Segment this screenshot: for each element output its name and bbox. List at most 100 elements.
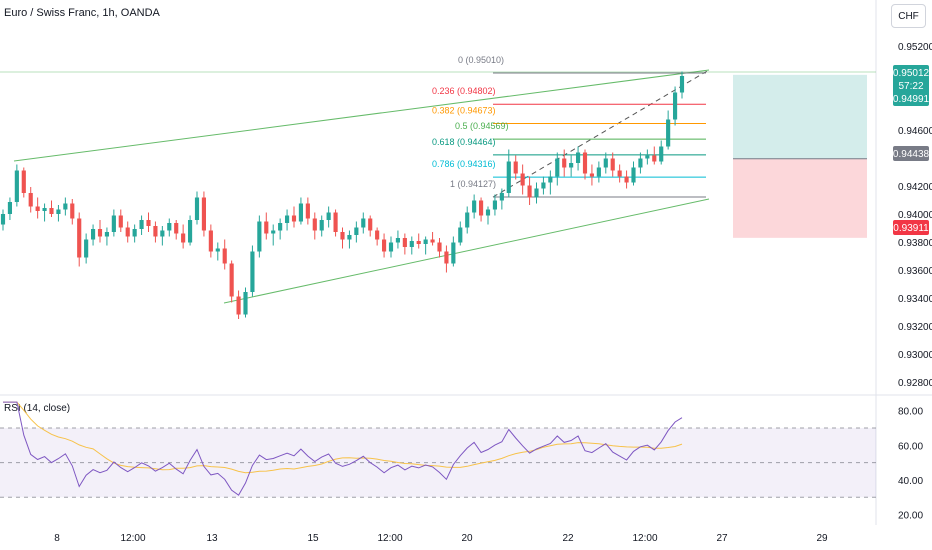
candle-body [97,229,103,237]
rsi-axis-tick: 80.00 [898,407,923,418]
time-axis-tick: 29 [816,533,828,544]
candle [423,236,428,255]
candle [111,209,116,237]
rsi-title: RSI (14, close) [4,403,71,414]
candle [271,224,276,246]
candle [153,221,158,243]
price-label-bg [893,146,929,161]
rsi-axis-tick: 60.00 [898,441,923,452]
candle-body [160,230,165,237]
price-axis-tick: 0.93000 [898,350,932,361]
candle [201,191,207,237]
channel-upper-line [13,69,710,162]
candle [451,236,456,267]
candle [652,146,657,165]
candle-body [395,238,401,243]
rsi-line [3,401,683,496]
candle-body [478,200,484,216]
candle-body [340,232,345,240]
candle [326,206,331,228]
candle-body [0,214,6,225]
price-label-bg [893,65,929,106]
candle-body [257,221,262,252]
candle [631,161,636,186]
candle-body [319,220,324,231]
rsi-ma-line [3,401,683,474]
fib-level-label: 0.5 (0.94569) [455,121,509,131]
candle [174,220,179,240]
candle-body [465,212,470,228]
currency-button[interactable]: CHF [891,4,926,28]
candle-body [520,173,525,186]
time-axis-tick: 20 [461,533,473,544]
candle [49,200,54,217]
price-label-target: 0.94991 [893,94,930,105]
candle [291,206,297,228]
candle-body [146,220,151,226]
candle-body [305,203,310,219]
fib-trend-line [492,69,710,198]
price-axis-tick: 0.93600 [898,266,932,277]
candle-body [575,152,581,163]
candle [679,71,685,99]
price-label-stop: 0.93911 [893,220,929,235]
candle [264,212,269,240]
price-label-entry: 0.94438 [893,146,930,161]
candle [278,218,283,240]
candle [90,224,96,246]
candle-body [409,241,414,247]
candle-body [21,170,26,193]
candle-body [181,233,186,243]
candle-body [548,176,553,183]
candle-body [527,185,532,198]
price-axis-tick: 0.93800 [898,238,932,249]
candle-body [236,296,241,315]
time-axis-tick: 27 [716,533,728,544]
candle [506,149,511,198]
candle [395,230,401,249]
candle-body [125,227,130,237]
candle [499,188,504,210]
candle-body [70,203,75,219]
candle [194,191,200,225]
candle [513,155,518,180]
candle-body [111,215,116,232]
candle [132,224,137,243]
candle-body [569,163,574,168]
candle-body [14,170,19,202]
candle-body [555,158,560,177]
candle-body [368,218,373,231]
candle-body [194,197,200,220]
candle-body [402,238,407,247]
candle [77,212,82,267]
candle-body [63,203,68,210]
candle-body [617,170,622,177]
candle-body [679,76,685,93]
candle-body [298,203,304,222]
candle-body [77,218,82,258]
candle-body [278,223,283,231]
rsi-band [0,428,876,498]
candle-body [513,161,518,174]
candle [589,164,595,186]
candle [638,152,643,174]
candle-body [506,161,511,193]
price-axis-tick: 0.94200 [898,182,932,193]
price-axis-tick: 0.94600 [898,126,932,137]
candle-body [423,239,428,244]
candle [236,290,241,319]
candle-body [347,235,352,240]
candle-body [42,208,47,211]
candle-body [444,251,449,264]
candle [28,187,33,213]
candle [250,245,255,297]
candle [312,212,317,240]
candle-body [354,227,359,235]
candle [208,224,213,258]
candle [416,233,421,249]
candle-body [271,230,276,234]
candle [645,149,650,165]
fib-level-label: 0 (0.95010) [458,55,504,65]
position-profit-zone [733,74,867,159]
